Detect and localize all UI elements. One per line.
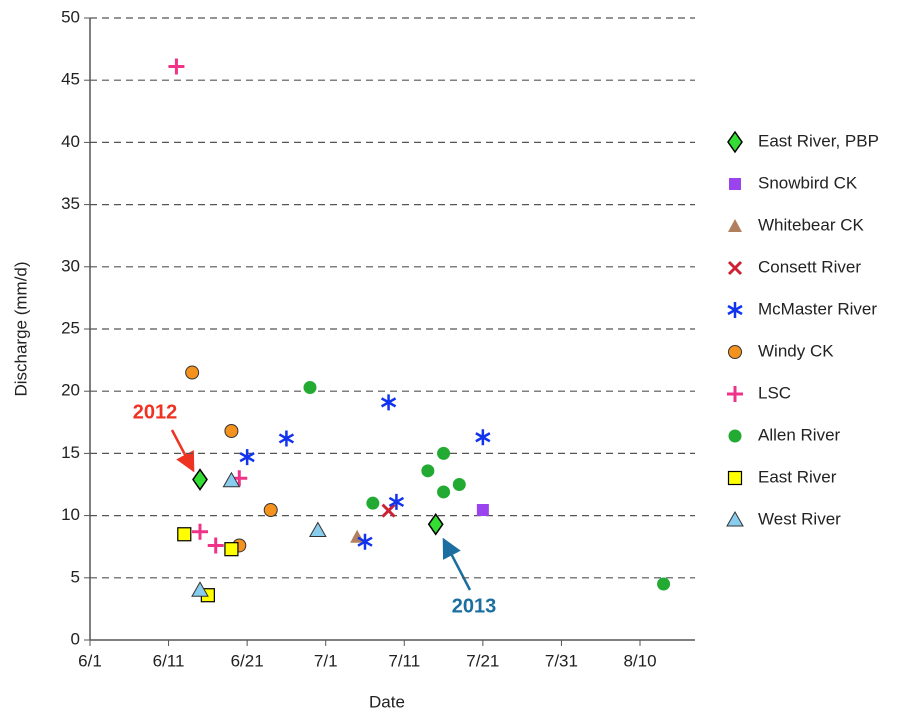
- legend-label: Windy CK: [758, 341, 834, 360]
- y-tick-label: 50: [61, 7, 80, 26]
- point: [303, 380, 317, 394]
- legend-label: McMaster River: [758, 299, 877, 318]
- legend-label: West River: [758, 509, 841, 528]
- point: [380, 394, 397, 411]
- point: [366, 496, 380, 510]
- legend-label: East River: [758, 467, 837, 486]
- annotation: 2013: [452, 595, 497, 617]
- x-axis-label: Date: [369, 692, 405, 711]
- y-tick-label: 5: [71, 567, 80, 586]
- point: [437, 446, 451, 460]
- point: [192, 523, 208, 540]
- point: [452, 478, 466, 491]
- legend-marker: [727, 386, 743, 402]
- legend-marker: [729, 178, 741, 190]
- y-tick-label: 45: [61, 70, 80, 89]
- legend-marker: [727, 260, 743, 276]
- point: [192, 468, 208, 491]
- point: [278, 430, 295, 447]
- legend-marker: [727, 302, 743, 318]
- x-tick-label: 6/1: [78, 651, 102, 670]
- legend-marker: [728, 429, 742, 443]
- y-axis-label: Discharge (mm/d): [11, 261, 30, 396]
- point: [421, 464, 435, 478]
- legend-marker: [727, 130, 743, 154]
- point: [308, 521, 327, 538]
- point: [263, 503, 278, 518]
- y-tick-label: 30: [61, 256, 80, 275]
- annotation-arrow: [442, 537, 472, 591]
- y-tick-label: 15: [61, 443, 80, 462]
- x-tick-label: 7/11: [388, 651, 420, 670]
- point: [222, 471, 241, 488]
- legend-label: Snowbird CK: [758, 173, 858, 192]
- x-tick-label: 7/31: [545, 651, 578, 670]
- point: [239, 449, 255, 466]
- y-tick-label: 35: [61, 194, 80, 213]
- x-tick-label: 7/21: [466, 651, 499, 670]
- point: [224, 542, 239, 557]
- y-tick-label: 20: [61, 381, 80, 400]
- point: [185, 365, 200, 380]
- point: [476, 504, 489, 517]
- y-tick-label: 0: [71, 629, 80, 648]
- legend-marker: [728, 345, 742, 359]
- x-tick-label: 7/1: [314, 651, 338, 670]
- legend-marker: [727, 470, 743, 486]
- point: [475, 429, 491, 446]
- y-tick-label: 25: [61, 318, 80, 337]
- point: [177, 527, 192, 542]
- legend-label: East River, PBP: [758, 131, 879, 150]
- point: [224, 424, 239, 439]
- y-tick-label: 40: [61, 132, 80, 151]
- y-tick-label: 10: [61, 505, 80, 524]
- point: [191, 581, 209, 597]
- x-tick-label: 8/10: [623, 651, 656, 670]
- legend-marker: [728, 219, 742, 232]
- annotation-arrow: [170, 429, 195, 473]
- point: [388, 493, 405, 510]
- legend-marker: [726, 510, 744, 527]
- legend-label: Consett River: [758, 257, 861, 276]
- point: [657, 577, 671, 591]
- point: [168, 58, 185, 75]
- legend-label: Allen River: [758, 425, 841, 444]
- point: [427, 513, 444, 536]
- legend-label: Whitebear CK: [758, 215, 864, 234]
- legend-label: LSC: [758, 383, 791, 402]
- x-tick-label: 6/11: [153, 651, 185, 670]
- point: [381, 503, 396, 518]
- point: [437, 485, 451, 499]
- point: [207, 537, 224, 554]
- point: [357, 533, 373, 550]
- annotation: 2012: [133, 401, 178, 423]
- x-tick-label: 6/21: [231, 651, 264, 670]
